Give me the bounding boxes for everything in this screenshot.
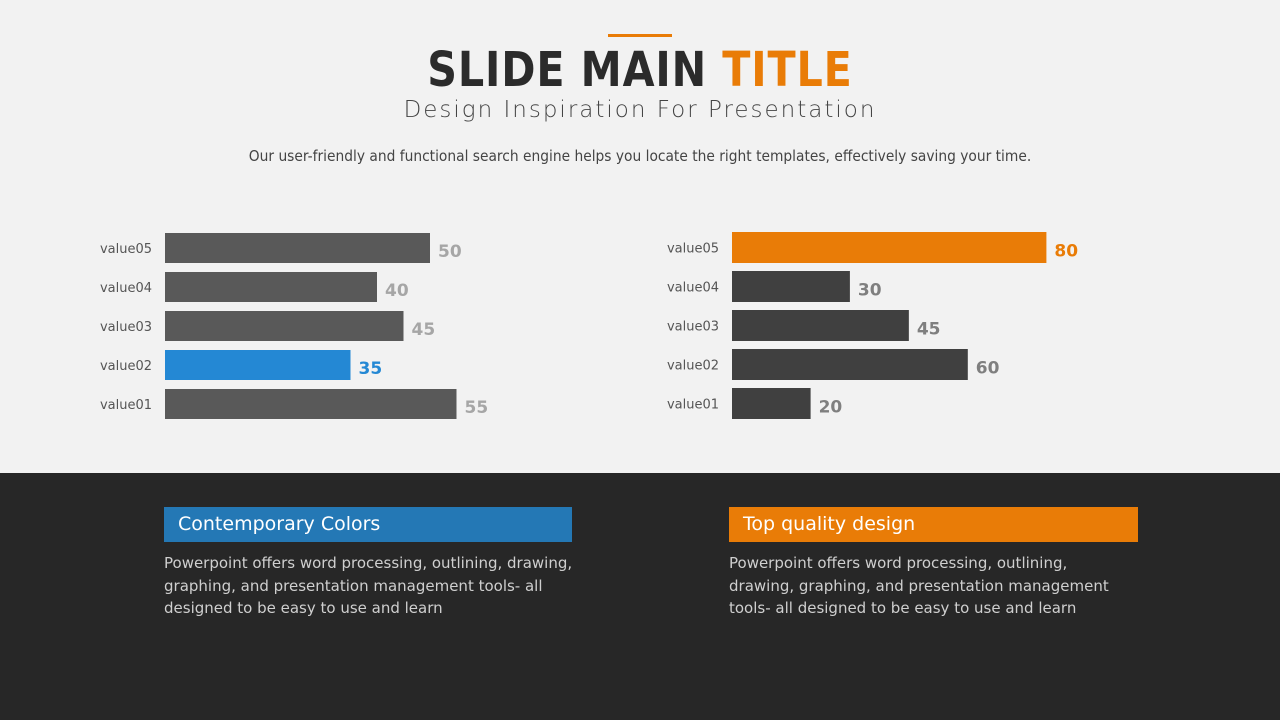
bar-value03 [165, 311, 404, 341]
bar-value04 [165, 272, 377, 302]
title-main: SLIDE MAIN [427, 42, 723, 98]
data-label: 60 [976, 359, 1000, 379]
card-contemporary-colors: Contemporary Colors Powerpoint offers wo… [164, 507, 584, 620]
category-label: value03 [667, 320, 719, 335]
data-label: 40 [385, 281, 409, 301]
data-label: 80 [1054, 242, 1078, 262]
title-accent-line [608, 34, 672, 37]
bar-value04 [732, 271, 850, 302]
card-body-text: Powerpoint offers word processing, outli… [729, 554, 1109, 617]
slide-title: SLIDE MAIN TITLE [90, 40, 1191, 100]
data-label: 45 [917, 320, 941, 340]
bar-value03 [732, 310, 909, 341]
category-label: value05 [100, 242, 152, 257]
bar-value02 [165, 350, 351, 380]
data-label: 30 [858, 281, 882, 301]
category-label: value02 [667, 359, 719, 374]
data-label: 45 [412, 320, 436, 340]
category-label: value03 [100, 320, 152, 335]
bar-value01 [732, 388, 811, 419]
bar-value02 [732, 349, 968, 380]
top-section: SLIDE MAIN TITLE Design Inspiration For … [90, 34, 1191, 419]
bar-chart-right: value05 80 value04 30 value03 45 value02 60 valu… [667, 232, 1078, 419]
category-label: value02 [100, 359, 152, 374]
card-title-bar: Top quality design [729, 507, 1138, 542]
data-label: 50 [438, 242, 462, 262]
category-label: value05 [667, 242, 719, 257]
data-label: 55 [465, 398, 489, 418]
data-label: 20 [819, 398, 843, 418]
category-label: value01 [667, 398, 719, 413]
category-label: value04 [100, 281, 152, 296]
title-accent: TITLE [722, 42, 853, 98]
card-title-bar: Contemporary Colors [164, 507, 572, 542]
bar-value05 [732, 232, 1047, 263]
bar-value01 [165, 389, 457, 419]
data-label: 35 [359, 359, 383, 379]
card-body-text: Powerpoint offers word processing, outli… [164, 554, 573, 617]
category-label: value01 [100, 398, 152, 413]
slide-subtitle: Design Inspiration For Presentation [403, 97, 877, 123]
bottom-section: Contemporary Colors Powerpoint offers wo… [0, 473, 1280, 720]
slide-description: Our user-friendly and functional search … [248, 147, 1032, 165]
bar-value05 [165, 233, 430, 263]
bar-chart-left: value05 50 value04 40 value03 45 value02 35 valu… [100, 233, 489, 419]
category-label: value04 [667, 281, 719, 296]
card-top-quality-design: Top quality design Powerpoint offers wor… [729, 507, 1139, 620]
